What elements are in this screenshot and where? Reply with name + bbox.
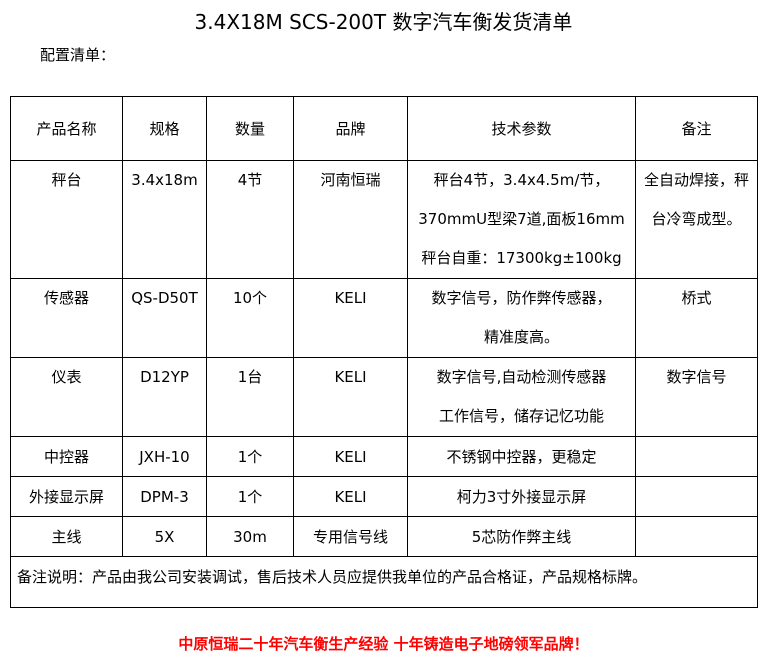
tech-line: 精准度高。 (483, 328, 559, 346)
tech-line: 数字信号，防作弊传感器， (431, 289, 612, 307)
tech-line: 数字信号,自动检测传感器 (436, 368, 607, 386)
table-row: 外接显示屏 DPM-3 1个 KELI 柯力3寸外接显示屏 (10, 476, 758, 517)
qty-cell: 1台 (206, 357, 294, 437)
tech-line: 370mmU型梁7道,面板16mm (418, 210, 625, 228)
name-cell: 中控器 (10, 436, 123, 477)
remark-cell (635, 516, 758, 557)
tech-cell: 不锈钢中控器，更稳定 (407, 436, 636, 477)
brand-cell: KELI (293, 278, 408, 358)
table-row: 传感器 QS-D50T 10个 KELI 数字信号，防作弊传感器， 精准度高。 桥式 (10, 278, 758, 358)
spec-cell: D12YP (122, 357, 207, 437)
name-cell: 秤台 (10, 160, 123, 279)
slogan: 中原恒瑞二十年汽车衡生产经验 十年铸造电子地磅领军品牌！ (178, 635, 589, 653)
spec-cell: JXH-10 (122, 436, 207, 477)
qty-cell: 10个 (206, 278, 294, 358)
qty-cell: 1个 (206, 436, 294, 477)
remark-cell (635, 436, 758, 477)
note: 备注说明：产品由我公司安装调试，售后技术人员应提供我单位的产品合格证，产品规格标… (10, 556, 758, 608)
tech-cell: 数字信号,自动检测传感器 工作信号，储存记忆功能 (407, 357, 636, 437)
remark-cell: 数字信号 (635, 357, 758, 437)
brand-cell: KELI (293, 436, 408, 477)
remark-line: 台冷弯成型。 (651, 210, 742, 228)
table-row: 主线 5X 30m 专用信号线 5芯防作弊主线 (10, 516, 758, 557)
remark-line: 数字信号 (666, 368, 727, 386)
remark-cell: 桥式 (635, 278, 758, 358)
header-cell: 备注 (635, 96, 758, 161)
spec-cell: DPM-3 (122, 476, 207, 517)
spec-cell: QS-D50T (122, 278, 207, 358)
subtitle: 配置清单： (40, 46, 116, 64)
name-cell: 传感器 (10, 278, 123, 358)
spec-cell: 3.4x18m (122, 160, 207, 279)
remark-line: 全自动焊接，秤 (643, 171, 749, 189)
tech-line: 不锈钢中控器，更稳定 (446, 447, 597, 466)
spec-cell: 5X (122, 516, 207, 557)
tech-line: 柯力3寸外接显示屏 (456, 487, 587, 506)
header-cell: 技术参数 (407, 96, 636, 161)
table-row: 秤台 3.4x18m 4节 河南恒瑞 秤台4节，3.4x4.5m/节， 370mmU型梁7… (10, 160, 758, 279)
tech-line: 秤台4节，3.4x4.5m/节， (433, 171, 610, 189)
remark-line: 桥式 (681, 289, 712, 307)
name-cell: 仪表 (10, 357, 123, 437)
header-row: 产品名称 规格 数量 品牌 技术参数 备注 (10, 96, 758, 161)
qty-cell: 30m (206, 516, 294, 557)
tech-cell: 秤台4节，3.4x4.5m/节， 370mmU型梁7道,面板16mm 秤台自重：17… (407, 160, 636, 279)
tech-cell: 数字信号，防作弊传感器， 精准度高。 (407, 278, 636, 358)
tech-line: 5芯防作弊主线 (471, 527, 572, 546)
tech-cell: 5芯防作弊主线 (407, 516, 636, 557)
remark-cell: 全自动焊接，秤 台冷弯成型。 (635, 160, 758, 279)
brand-cell: 专用信号线 (293, 516, 408, 557)
brand-cell: 河南恒瑞 (293, 160, 408, 279)
name-cell: 外接显示屏 (10, 476, 123, 517)
tech-line: 工作信号，储存记忆功能 (438, 407, 604, 425)
table-row: 中控器 JXH-10 1个 KELI 不锈钢中控器，更稳定 (10, 436, 758, 477)
brand-cell: KELI (293, 357, 408, 437)
shipping-list-table: 产品名称 规格 数量 品牌 技术参数 备注 秤台 3.4x18m 4节 河南恒瑞 秤台4… (10, 96, 758, 608)
remark-cell (635, 476, 758, 517)
brand-cell: KELI (293, 476, 408, 517)
table-row: 仪表 D12YP 1台 KELI 数字信号,自动检测传感器 工作信号，储存记忆功能 数字信号 (10, 357, 758, 437)
header-cell: 规格 (122, 96, 207, 161)
header-cell: 产品名称 (10, 96, 123, 161)
header-cell: 数量 (206, 96, 294, 161)
header-cell: 品牌 (293, 96, 408, 161)
name-cell: 主线 (10, 516, 123, 557)
tech-line: 秤台自重：17300kg±100kg (421, 249, 622, 267)
page-title: 3.4X18M SCS-200T 数字汽车衡发货清单 (194, 10, 573, 34)
qty-cell: 1个 (206, 476, 294, 517)
qty-cell: 4节 (206, 160, 294, 279)
tech-cell: 柯力3寸外接显示屏 (407, 476, 636, 517)
